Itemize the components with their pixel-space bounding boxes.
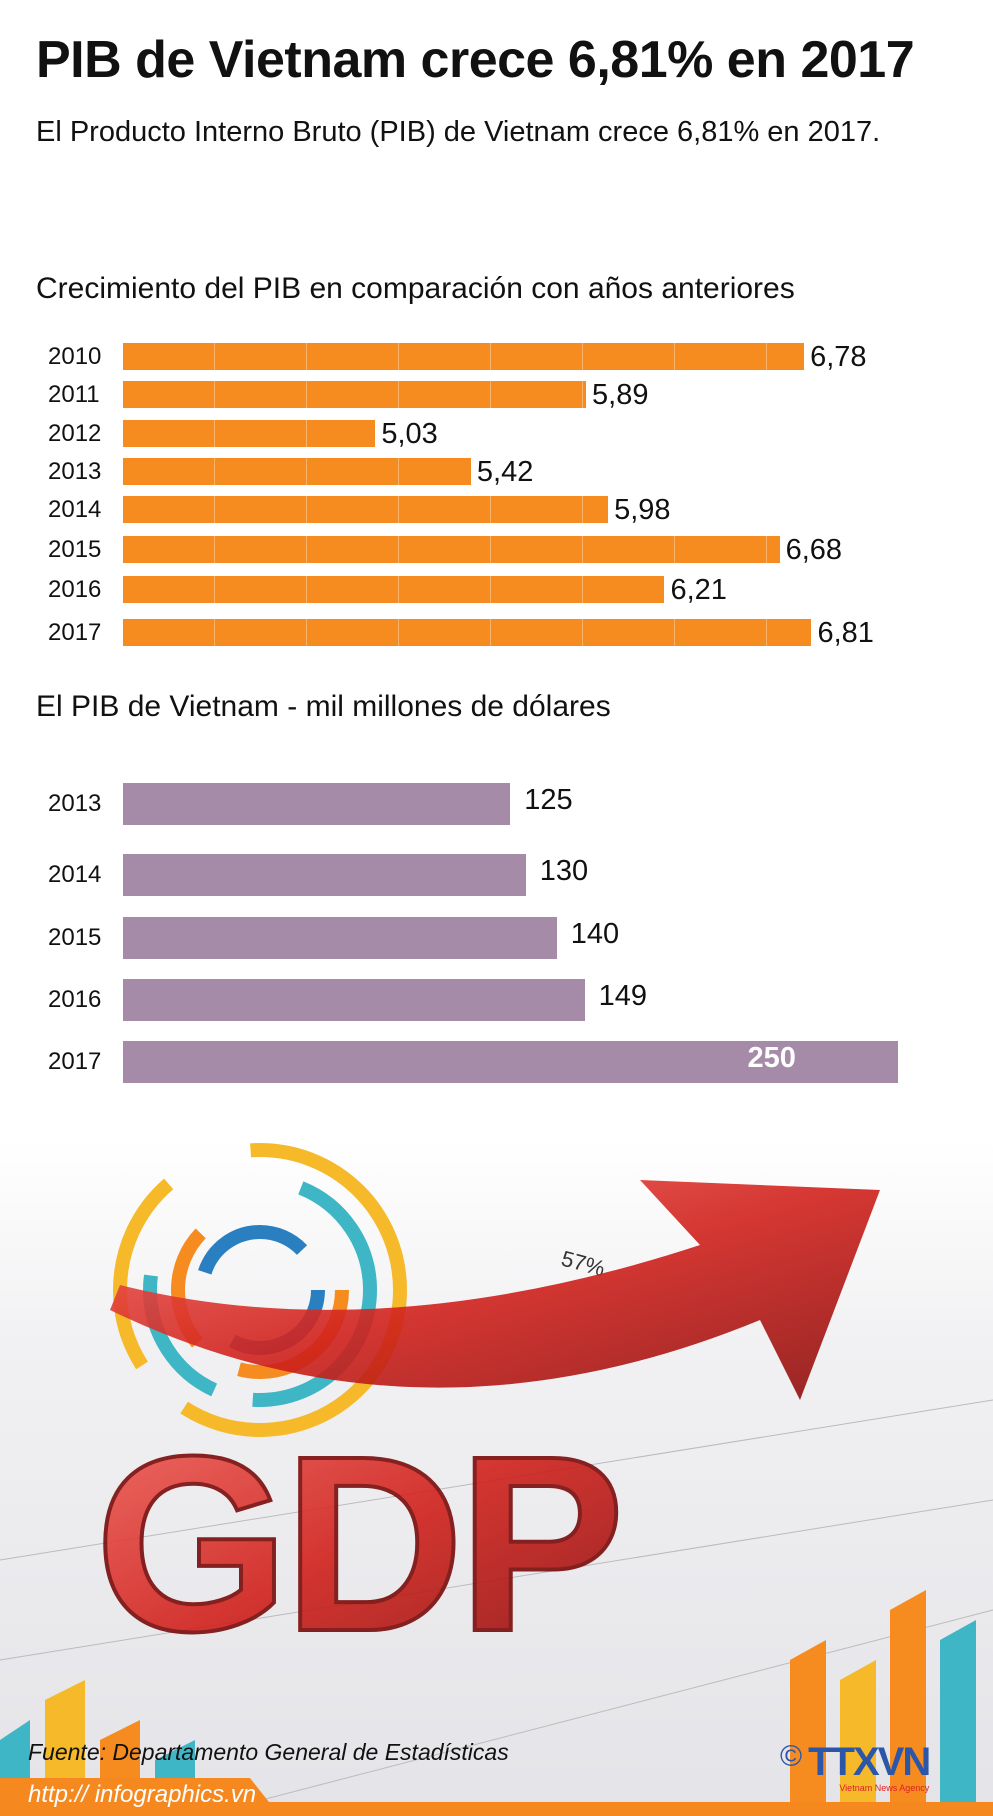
logo-text: TTXVN xyxy=(808,1740,931,1784)
gdp-photo: 57% GDP xyxy=(0,1140,993,1816)
category-label: 2015 xyxy=(48,535,102,563)
category-label: 2013 xyxy=(48,790,102,817)
category-label: 2010 xyxy=(48,342,102,370)
bar-2013 xyxy=(123,458,471,485)
source-text: Fuente: Departamento General de Estadíst… xyxy=(28,1739,509,1765)
value-label: 149 xyxy=(598,980,647,1012)
bar-2010 xyxy=(123,343,805,370)
category-label: 2011 xyxy=(48,380,100,408)
bar-2017 xyxy=(123,1041,898,1083)
category-label: 2012 xyxy=(48,419,102,447)
bar-2012 xyxy=(123,420,376,447)
value-label: 6,81 xyxy=(817,616,874,649)
value-label: 6,68 xyxy=(785,533,843,566)
bar-2015 xyxy=(123,917,557,959)
bar-2015 xyxy=(123,536,780,563)
value-label: 125 xyxy=(524,784,573,816)
url-tab xyxy=(0,1778,280,1816)
bar-2014 xyxy=(123,496,609,523)
value-label: 130 xyxy=(539,855,589,887)
logo-subtext: Vietnam News Agency xyxy=(839,1783,930,1793)
gdp-chart-title: El PIB de Vietnam - mil millones de dóla… xyxy=(36,690,611,723)
bar-2011 xyxy=(123,381,587,408)
category-label: 2014 xyxy=(48,495,102,523)
red-arrow-icon xyxy=(110,1180,880,1400)
bar-2014 xyxy=(123,854,526,896)
page-subtitle: El Producto Interno Bruto (PIB) de Vietn… xyxy=(36,116,881,148)
category-label: 2016 xyxy=(48,986,102,1013)
value-label: 140 xyxy=(570,918,620,950)
bar-2016 xyxy=(123,576,665,603)
value-label: 6,21 xyxy=(670,573,727,606)
bar-2016 xyxy=(123,979,585,1021)
value-label: 250 xyxy=(747,1042,796,1074)
category-label: 2017 xyxy=(48,618,102,646)
copyright-icon: © xyxy=(780,1740,803,1773)
growth-chart-title: Crecimiento del PIB en comparación con a… xyxy=(36,272,795,305)
category-label: 2014 xyxy=(48,861,102,888)
category-label: 2015 xyxy=(48,924,102,951)
website-link[interactable]: http:// infographics.vn xyxy=(28,1781,257,1808)
ttxvn-logo: © TTXVN Vietnam News Agency xyxy=(780,1740,931,1793)
value-label: 5,89 xyxy=(592,378,649,411)
value-label: 5,03 xyxy=(381,417,438,450)
category-label: 2017 xyxy=(48,1048,102,1075)
bar-2013 xyxy=(123,783,511,825)
value-label: 5,42 xyxy=(476,455,534,488)
value-label: 6,78 xyxy=(810,340,867,373)
category-label: 2013 xyxy=(48,457,102,485)
value-label: 5,98 xyxy=(614,493,671,526)
page-title: PIB de Vietnam crece 6,81% en 2017 xyxy=(36,31,915,89)
category-label: 2016 xyxy=(48,575,102,603)
bar-2017 xyxy=(123,619,812,646)
gdp-letters: GDP xyxy=(95,1404,619,1683)
